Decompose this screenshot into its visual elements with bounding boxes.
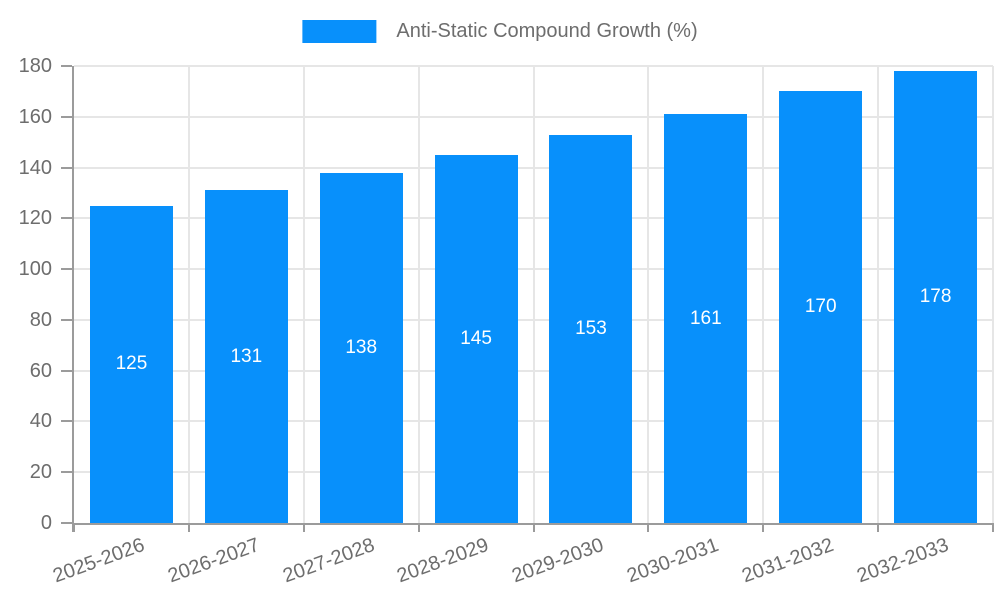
x-tick-mark — [73, 523, 75, 532]
y-tick-mark — [61, 115, 72, 118]
y-tick-mark — [61, 65, 72, 67]
y-tick-label: 180 — [18, 55, 52, 77]
x-tick-mark — [992, 523, 994, 532]
x-tick-label: 2026-2027 — [164, 533, 263, 588]
y-tick-label: 60 — [29, 359, 52, 382]
x-tick-mark — [532, 523, 535, 532]
bar-value-label: 170 — [804, 296, 837, 318]
bar[interactable] — [89, 205, 173, 523]
y-tick-label: 80 — [29, 308, 52, 331]
bar[interactable] — [434, 154, 518, 523]
y-tick-mark — [61, 522, 72, 524]
x-tick-mark — [877, 523, 880, 532]
bar-value-label: 178 — [919, 286, 952, 308]
y-tick-label: 100 — [18, 258, 52, 281]
y-tick-mark — [61, 318, 72, 321]
x-tick-label: 2030-2031 — [624, 533, 722, 588]
bar-value-label: 131 — [230, 345, 263, 367]
y-tick-mark — [61, 369, 72, 372]
y-tick-label: 0 — [40, 512, 52, 534]
y-tick-mark — [61, 217, 72, 220]
x-tick-label: 2027-2028 — [279, 533, 378, 588]
bar[interactable] — [319, 172, 403, 523]
x-tick-label: 2028-2029 — [394, 533, 492, 588]
legend-item[interactable]: Anti-Static Compound Growth (%) — [302, 20, 698, 43]
x-tick-mark — [302, 523, 305, 532]
y-tick-label: 20 — [29, 461, 52, 484]
gridline-vertical — [187, 66, 190, 523]
bar-value-label: 161 — [689, 307, 722, 329]
gridline-vertical — [302, 66, 305, 523]
gridline-vertical — [647, 66, 650, 523]
x-tick-label: 2032-2033 — [854, 533, 952, 588]
bar-value-label: 153 — [575, 317, 607, 339]
gridline-vertical — [417, 66, 420, 523]
y-tick-label: 160 — [18, 105, 52, 128]
y-tick-mark — [61, 471, 72, 474]
bar[interactable] — [549, 134, 633, 523]
x-tick-mark — [647, 523, 650, 532]
bar[interactable] — [204, 190, 288, 523]
bar-value-label: 125 — [115, 353, 148, 375]
gridline-vertical — [532, 66, 535, 523]
bar[interactable] — [664, 114, 748, 523]
bar[interactable] — [894, 71, 978, 523]
y-axis-line — [72, 66, 74, 532]
y-tick-label: 120 — [18, 207, 52, 230]
x-tick-label: 2031-2032 — [739, 533, 837, 588]
y-tick-label: 140 — [18, 156, 52, 179]
y-tick-label: 40 — [29, 410, 52, 433]
gridline-vertical — [762, 66, 765, 523]
x-tick-mark — [417, 523, 420, 532]
bar-value-label: 145 — [460, 327, 492, 349]
gridline-vertical — [992, 66, 994, 523]
y-tick-mark — [61, 166, 72, 169]
x-tick-mark — [187, 523, 190, 532]
legend-swatch — [302, 20, 377, 43]
x-tick-label: 2029-2030 — [509, 533, 607, 588]
y-tick-mark — [61, 420, 72, 423]
bar-value-label: 138 — [345, 336, 378, 358]
gridline-vertical — [877, 66, 880, 523]
x-tick-label: 2025-2026 — [49, 533, 148, 588]
legend-label: Anti-Static Compound Growth (%) — [396, 20, 698, 42]
bar[interactable] — [779, 91, 863, 523]
y-tick-mark — [61, 268, 72, 271]
x-tick-mark — [762, 523, 765, 532]
